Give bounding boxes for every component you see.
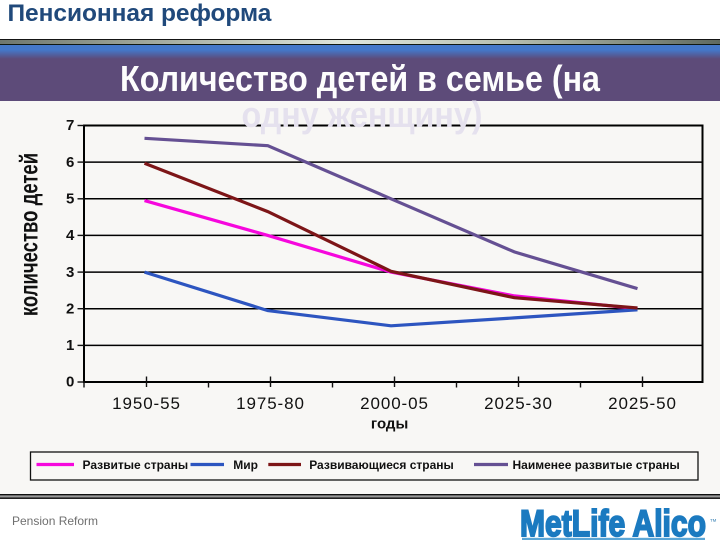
svg-text:2000-05: 2000-05 <box>360 394 429 413</box>
svg-text:Мир: Мир <box>233 458 258 472</box>
svg-text:MetLife Alico: MetLife Alico <box>520 503 706 540</box>
svg-text:1: 1 <box>66 337 74 354</box>
svg-text:™: ™ <box>710 517 718 526</box>
svg-text:6: 6 <box>66 154 74 171</box>
svg-text:5: 5 <box>66 191 74 208</box>
svg-text:4: 4 <box>66 227 75 244</box>
svg-text:0: 0 <box>66 374 74 391</box>
svg-text:годы: годы <box>371 416 408 433</box>
svg-text:1975-80: 1975-80 <box>236 394 305 413</box>
svg-text:7: 7 <box>66 117 74 134</box>
svg-text:Развивающиеся страны: Развивающиеся страны <box>309 458 454 472</box>
svg-text:Развитые страны: Развитые страны <box>83 458 189 472</box>
svg-text:1950-55: 1950-55 <box>112 394 181 413</box>
svg-text:2025-50: 2025-50 <box>608 394 677 413</box>
svg-text:2: 2 <box>66 300 74 317</box>
svg-text:2025-30: 2025-30 <box>484 394 553 413</box>
svg-text:Наименее развитые страны: Наименее развитые страны <box>513 458 680 472</box>
svg-text:3: 3 <box>66 264 74 281</box>
